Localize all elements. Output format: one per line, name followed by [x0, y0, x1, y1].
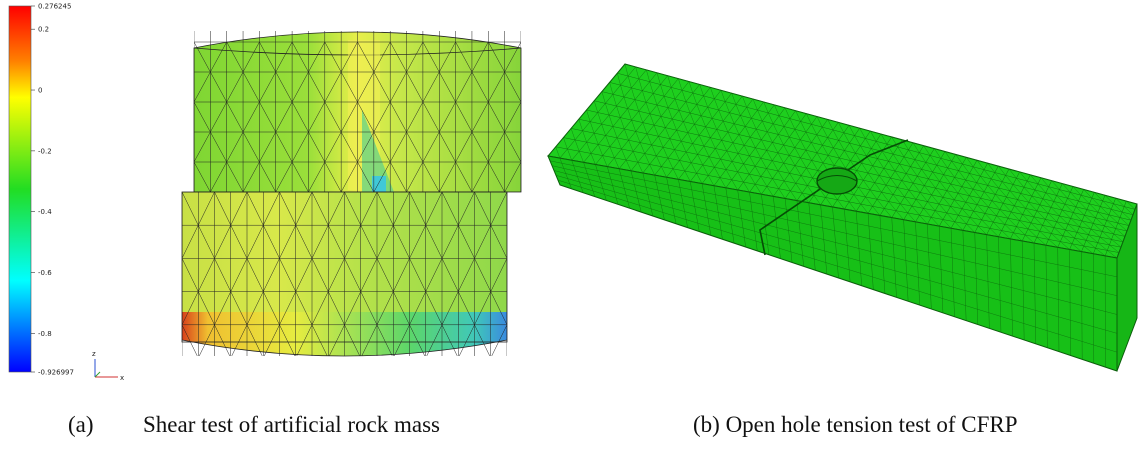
axis-triad: z x [92, 350, 124, 382]
rock-specimen-bottom-block [181, 191, 508, 357]
colorbar-tick-label: -0.4 [38, 208, 52, 216]
colorbar: 0.276245 0.2 0 -0.2 -0.4 -0.6 -0.8 -0.926997 [8, 3, 74, 377]
caption-b: (b) Open hole tension test of CFRP [693, 412, 1018, 437]
axis-label-z: z [92, 350, 96, 358]
cfrp-plate [547, 63, 1138, 372]
colorbar-tick-label: 0.2 [38, 26, 49, 34]
colorbar-ticks: 0.276245 0.2 0 -0.2 -0.4 -0.6 -0.8 -0.926997 [31, 3, 74, 377]
colorbar-tick-label: 0.276245 [38, 3, 71, 11]
caption-a-label: (a) [68, 412, 94, 437]
colorbar-tick-label: -0.2 [38, 147, 52, 155]
colorbar-gradient [8, 5, 32, 373]
top-mesh [194, 31, 521, 192]
colorbar-tick-label: -0.926997 [38, 369, 74, 377]
axis-label-x: x [120, 374, 124, 382]
open-hole [816, 167, 858, 195]
rock-specimen-top-block [193, 31, 522, 193]
colorbar-tick-label: -0.6 [38, 269, 52, 277]
caption-a-text: Shear test of artificial rock mass [143, 412, 440, 437]
colorbar-tick-label: 0 [38, 87, 42, 95]
colorbar-tick-label: -0.8 [38, 330, 52, 338]
bottom-mesh [182, 192, 507, 356]
